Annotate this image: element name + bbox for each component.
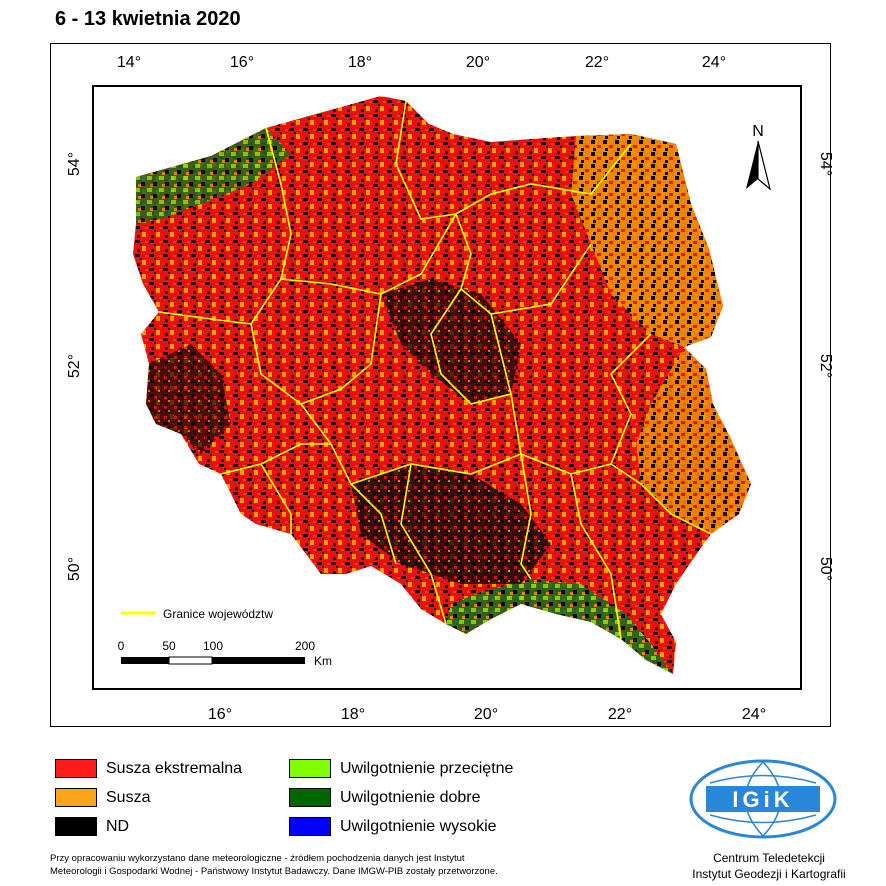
legend-label: Uwilgotnienie dobre <box>340 788 481 806</box>
legend-swatch <box>289 788 331 807</box>
legend-swatch <box>289 759 331 778</box>
north-arrow-icon <box>746 140 772 191</box>
top-lon-label: 14° <box>117 54 141 71</box>
map-frame: N Granice województw 0 50 100 200 Km 14°… <box>50 43 832 727</box>
left-lat-label: 54° <box>66 152 83 176</box>
left-lat-label: 52° <box>66 354 83 378</box>
drought-region-southeast <box>636 347 751 534</box>
legend-item-average-moisture: Uwilgotnienie przeciętne <box>289 759 513 778</box>
bottom-lon-label: 22° <box>608 706 632 723</box>
top-lon-label: 18° <box>348 54 372 71</box>
north-label: N <box>752 123 764 140</box>
boundary-legend-label: Granice województw <box>163 607 273 621</box>
legend-label: Susza ekstremalna <box>106 759 243 777</box>
scale-label-200: 200 <box>295 639 315 653</box>
map-canvas: N Granice województw 0 50 100 200 Km 14°… <box>66 54 832 723</box>
institute-line2: Instytut Geodezji i Kartografii <box>692 867 846 881</box>
legend-swatch <box>289 817 331 836</box>
top-lon-label: 20° <box>466 54 490 71</box>
legend-label: Uwilgotnienie wysokie <box>340 817 497 835</box>
voivodeship-boundaries <box>158 100 712 640</box>
legend-item-extreme-drought: Susza ekstremalna <box>55 759 242 778</box>
left-lat-label: 50° <box>66 557 83 581</box>
footer-line1: Przy opracowaniu wykorzystano dane meteo… <box>50 853 465 864</box>
right-lat-label: 54° <box>817 152 832 176</box>
scale-bar: 0 50 100 200 Km <box>118 639 332 668</box>
top-lon-label: 22° <box>585 54 609 71</box>
data-source-note: Przy opracowaniu wykorzystano dane meteo… <box>50 852 650 878</box>
moist-region-northwest <box>136 128 291 224</box>
legend-label: Uwilgotnienie przeciętne <box>340 759 514 777</box>
legend-swatch <box>55 817 97 836</box>
logo-text: IGiK <box>732 787 793 812</box>
legend-swatch <box>55 759 97 778</box>
legend-label: ND <box>106 817 130 835</box>
moist-region-mountains <box>446 579 673 674</box>
scale-label-0: 0 <box>118 639 125 653</box>
right-lat-label: 50° <box>817 557 832 581</box>
bottom-lon-label: 20° <box>474 706 498 723</box>
top-lon-label: 24° <box>702 54 726 71</box>
legend-swatch <box>55 788 97 807</box>
legend-item-drought: Susza <box>55 788 150 807</box>
legend-label: Susza <box>106 788 151 806</box>
legend-item-nd: ND <box>55 817 129 836</box>
scale-unit: Km <box>314 654 332 668</box>
bottom-lon-label: 24° <box>742 706 766 723</box>
map-title: 6 - 13 kwietnia 2020 <box>55 8 241 30</box>
bottom-lon-label: 16° <box>208 706 232 723</box>
drought-region-east <box>571 134 723 347</box>
institute-name: Centrum Teledetekcji Instytut Geodezji i… <box>660 850 878 882</box>
right-lat-label: 52° <box>817 354 832 378</box>
scale-label-100: 100 <box>203 639 223 653</box>
scale-label-50: 50 <box>162 639 176 653</box>
bottom-lon-label: 18° <box>341 706 365 723</box>
igik-logo: IGiK <box>689 759 837 839</box>
top-lon-label: 16° <box>230 54 254 71</box>
nd-region-west <box>146 344 231 454</box>
legend-item-high-moisture: Uwilgotnienie wysokie <box>289 817 497 836</box>
nd-region-south <box>351 464 551 584</box>
legend-item-good-moisture: Uwilgotnienie dobre <box>289 788 481 807</box>
institute-line1: Centrum Teledetekcji <box>713 851 825 865</box>
footer-line2: Meteorologii i Gospodarki Wodnej - Państ… <box>50 866 498 877</box>
